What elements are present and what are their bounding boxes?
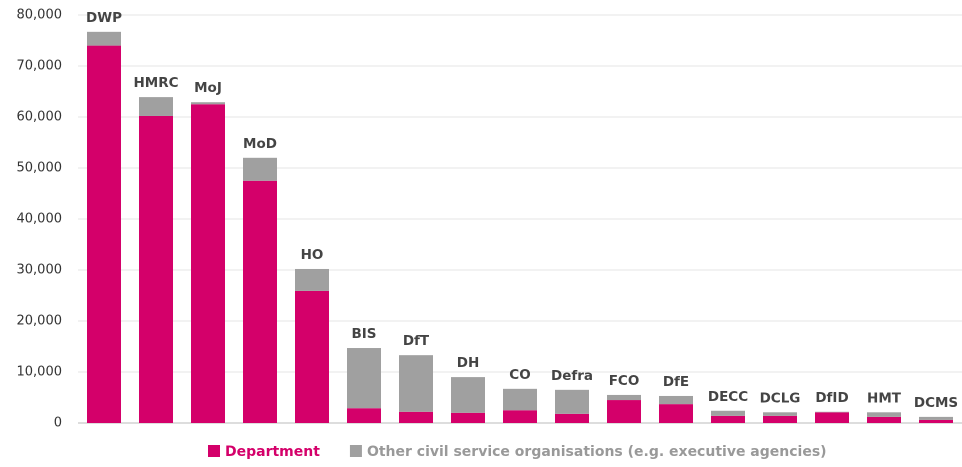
category-label: CO — [509, 367, 530, 383]
bar-segment — [503, 388, 537, 411]
bar-segment — [815, 411, 849, 413]
bar-segment — [243, 180, 277, 423]
bar-segment — [607, 394, 641, 401]
legend-swatch — [349, 445, 362, 457]
bar-segment — [399, 411, 433, 423]
bar-segment — [763, 412, 797, 416]
bar-segment — [191, 102, 225, 105]
bar-segment — [87, 31, 121, 46]
category-label: DH — [457, 355, 480, 371]
bar-segment — [347, 348, 381, 409]
y-tick-label: 70,000 — [17, 59, 63, 74]
y-tick-label: 10,000 — [17, 365, 63, 380]
bar-segment — [451, 412, 485, 423]
bar-segment — [555, 413, 589, 423]
bar-segment — [295, 268, 329, 291]
bar-segment — [243, 157, 277, 181]
y-tick-label: 60,000 — [17, 110, 63, 125]
y-tick-label: 80,000 — [17, 8, 63, 23]
y-tick-label: 50,000 — [17, 161, 63, 176]
bar-segment — [191, 104, 225, 423]
category-label: DWP — [86, 10, 122, 26]
bar-segment — [295, 290, 329, 423]
category-label: MoJ — [194, 80, 222, 96]
category-label: HMRC — [133, 75, 178, 91]
bar-segment — [347, 408, 381, 423]
y-tick-label: 0 — [54, 416, 62, 431]
bar-segment — [919, 419, 953, 423]
category-label: DCMS — [914, 395, 958, 411]
bar-segment — [659, 395, 693, 405]
bar-segment — [87, 45, 121, 423]
bar-segment — [867, 412, 901, 417]
bar-segment — [555, 389, 589, 414]
legend-label: Other civil service organisations (e.g. … — [367, 444, 827, 460]
bar-segment — [763, 415, 797, 423]
bar-segment — [503, 410, 537, 423]
bar-segment — [919, 416, 953, 420]
category-label: DCLG — [760, 390, 801, 406]
bar-segment — [451, 377, 485, 413]
category-label: DfID — [815, 390, 848, 406]
y-tick-label: 40,000 — [17, 212, 63, 227]
bar-segment — [607, 400, 641, 423]
bar-segment — [399, 355, 433, 412]
legend-label: Department — [225, 444, 320, 460]
category-label: BIS — [351, 326, 376, 342]
category-label: DfT — [403, 333, 430, 349]
category-label: DECC — [708, 389, 748, 405]
category-label: Defra — [551, 368, 593, 384]
bar-segment — [659, 404, 693, 423]
bar-segment — [711, 415, 745, 423]
bar-segment — [867, 416, 901, 423]
bar-segment — [815, 412, 849, 423]
y-tick-label: 20,000 — [17, 314, 63, 329]
category-label: FCO — [609, 373, 640, 389]
bar-segment — [139, 115, 173, 423]
legend-swatch — [208, 445, 220, 457]
y-tick-label: 30,000 — [17, 263, 63, 278]
category-label: DfE — [663, 374, 689, 390]
category-label: MoD — [243, 136, 277, 152]
bar-segment — [139, 97, 173, 116]
category-label: HMT — [867, 390, 902, 406]
category-label: HO — [301, 247, 324, 263]
bar-segment — [711, 410, 745, 416]
